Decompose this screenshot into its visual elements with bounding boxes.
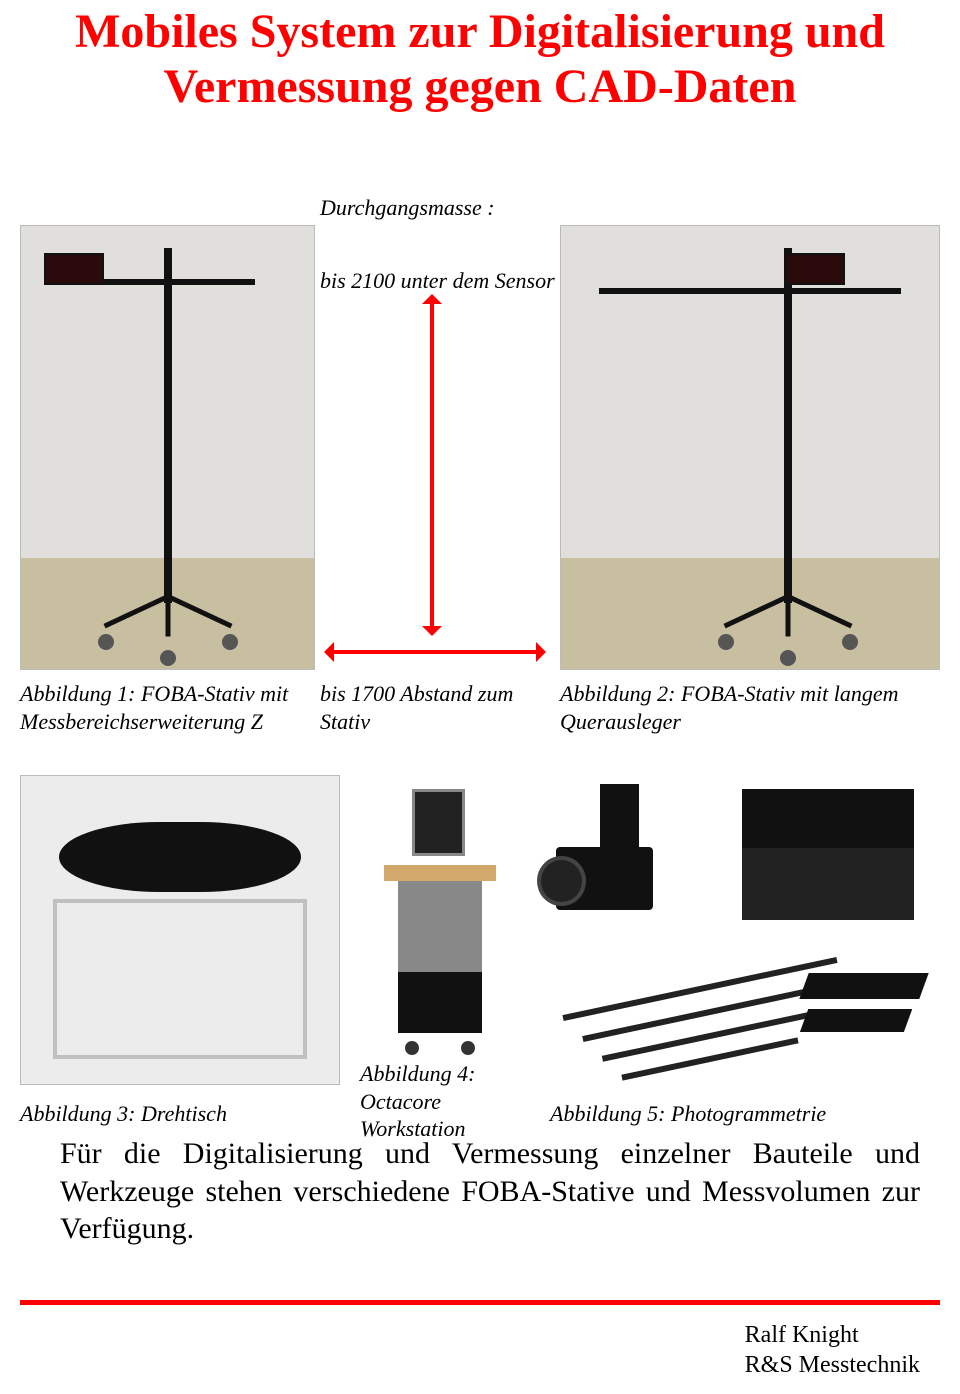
figure-2-caption: Abbildung 2: FOBA-Stativ mit langem Quer… bbox=[560, 680, 930, 735]
figure-3-image bbox=[20, 775, 340, 1085]
dimensions-heading: Durchgangsmasse : bbox=[320, 195, 495, 221]
figure-1-image bbox=[20, 225, 315, 670]
horizontal-rule bbox=[20, 1300, 940, 1305]
body-paragraph: Für die Digitalisierung und Vermessung e… bbox=[60, 1135, 920, 1248]
footer-name: Ralf Knight bbox=[745, 1320, 920, 1350]
figure-2-image bbox=[560, 225, 940, 670]
horizontal-dimension-arrow bbox=[330, 650, 540, 654]
figure-5-case-image bbox=[720, 775, 935, 945]
horizontal-dimension-label: bis 1700 Abstand zum Stativ bbox=[320, 680, 540, 735]
figure-3-caption: Abbildung 3: Drehtisch bbox=[20, 1100, 227, 1128]
figure-5-caption: Abbildung 5: Photogrammetrie bbox=[550, 1100, 826, 1128]
figure-1-caption: Abbildung 1: FOBA-Stativ mit Messbereich… bbox=[20, 680, 310, 735]
vertical-dimension-arrow bbox=[430, 300, 434, 630]
figure-5-camera-image bbox=[530, 775, 705, 955]
figure-4-image bbox=[370, 775, 510, 1055]
figure-5-rods-image bbox=[540, 960, 940, 1090]
page-title: Mobiles System zur Digitalisierung und V… bbox=[0, 0, 960, 134]
footer-company: R&S Messtechnik bbox=[745, 1350, 920, 1380]
vertical-dimension-label: bis 2100 unter dem Sensor bbox=[320, 268, 555, 294]
figure-4-caption: Abbildung 4: Octacore Workstation bbox=[360, 1060, 510, 1143]
